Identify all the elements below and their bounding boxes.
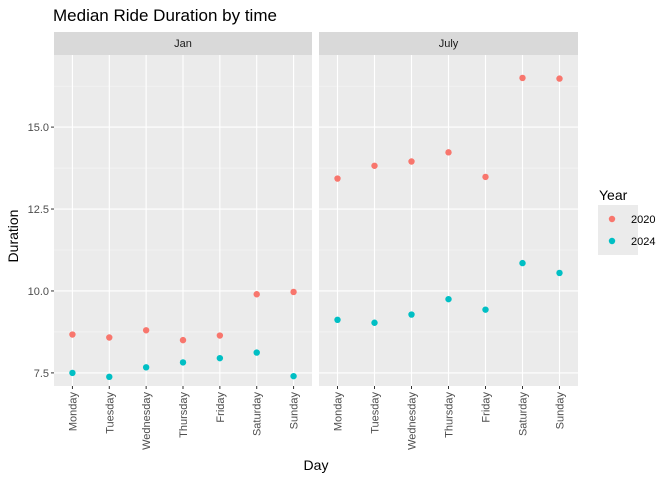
data-point-2020 [216,332,224,339]
data-point-2020 [371,162,378,169]
x-tick-label: Monday [333,392,345,432]
data-point-2024 [371,319,378,326]
x-tick-label: Friday [215,392,227,423]
data-point-2024 [482,306,489,313]
y-axis-title: Duration [5,210,21,263]
x-tick-label: Sunday [555,392,567,430]
data-point-2020 [408,158,415,165]
data-point-2020 [290,288,297,296]
legend-label: 2024 [631,236,655,248]
data-point-2024 [445,295,452,303]
data-point-2024 [106,373,113,381]
facet-panel-jan: Jan 7.5 10.0 12.5 15.0 Monday Tuesday Wednesday… [28,32,312,450]
y-tick-label: 10.0 [28,286,49,298]
data-point-2020 [253,291,260,298]
legend-key-2024 [608,237,616,245]
data-point-2020 [556,75,563,82]
y-tick-label: 7.5 [34,368,49,380]
chart-title: Median Ride Duration by time [53,6,277,25]
x-tick-label: Saturday [252,392,264,437]
data-point-2020 [179,336,187,344]
data-point-2020 [482,173,489,181]
data-point-2024 [216,354,224,362]
x-tick-label: Monday [67,392,79,432]
x-tick-label: Thursday [178,392,190,438]
data-point-2020 [142,327,150,334]
facet-panels: Jan 7.5 10.0 12.5 15.0 Monday Tuesday Wednesday… [28,32,578,450]
data-point-2020 [334,175,341,182]
x-tick-label: Sunday [289,392,301,430]
x-tick-label: Wednesday [141,392,153,450]
legend-title: Year [599,187,628,203]
data-point-2024 [253,349,260,356]
data-point-2024 [334,316,341,323]
facet-strip-label: Jan [174,38,192,50]
facet-strip-label: July [439,38,459,50]
x-tick-label: Tuesday [370,392,382,434]
legend-items: 2020 2024 [608,214,655,248]
x-tick-label: Friday [481,392,493,423]
data-point-2020 [106,334,113,341]
data-point-2020 [69,331,76,338]
y-tick-label: 12.5 [28,204,49,216]
x-axis-title: Day [304,457,329,473]
x-tick-label: Saturday [518,392,530,437]
data-point-2020 [519,74,526,82]
data-point-2024 [69,369,76,377]
data-point-2024 [519,259,526,267]
legend-key-2020 [608,215,616,223]
y-tick-label: 15.0 [28,122,49,134]
facet-strip [54,32,312,55]
legend: Year 2020 2024 [598,187,655,255]
data-point-2024 [290,372,297,380]
x-tick-label: Thursday [444,392,456,438]
data-point-2024 [142,364,150,371]
data-point-2024 [408,311,415,318]
facet-strip [319,32,578,55]
legend-label: 2020 [631,214,655,226]
data-point-2024 [556,269,563,277]
facet-panel-july: July Monday Tuesday Wednesday Thursday Friday… [319,32,578,450]
legend-key-background [598,205,638,255]
x-tick-label: Tuesday [104,392,116,434]
data-point-2020 [445,149,452,156]
x-tick-label: Wednesday [407,392,419,450]
data-point-2024 [179,359,187,366]
